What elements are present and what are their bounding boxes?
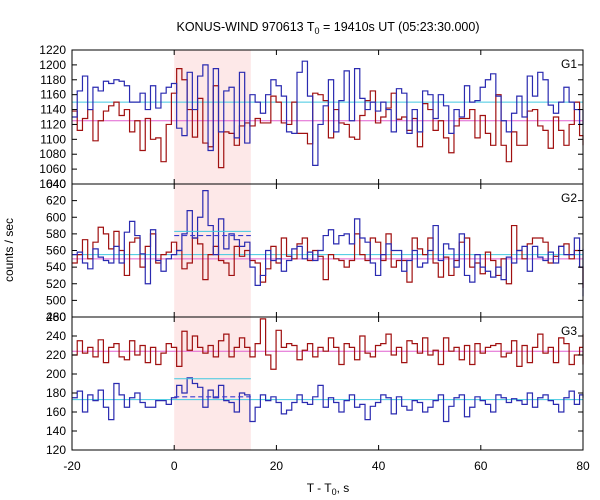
y-tick-label: 1200 bbox=[39, 58, 66, 72]
panels: 1040106010801100112011401160118012001220… bbox=[39, 43, 584, 457]
y-tick-label: 1080 bbox=[39, 147, 66, 161]
y-tick-label: 220 bbox=[46, 348, 66, 362]
x-tick-label: -20 bbox=[63, 459, 81, 473]
y-tick-label: 1180 bbox=[40, 73, 66, 87]
panel-label: G3 bbox=[561, 324, 577, 338]
y-axis-label: counts / sec bbox=[2, 218, 16, 282]
y-tick-label: 1220 bbox=[39, 43, 66, 57]
y-tick-label: 1100 bbox=[40, 132, 66, 146]
y-tick-label: 120 bbox=[46, 443, 66, 457]
series-blue-curve bbox=[72, 190, 584, 297]
y-tick-label: 600 bbox=[46, 210, 66, 224]
y-tick-label: 180 bbox=[46, 386, 66, 400]
y-tick-label: 1040 bbox=[39, 177, 66, 191]
y-tick-label: 1160 bbox=[40, 88, 66, 102]
y-tick-label: 580 bbox=[46, 227, 66, 241]
x-axis-label: T - T0, s bbox=[307, 481, 350, 497]
y-tick-label: 240 bbox=[46, 329, 66, 343]
chart-title-suffix: = 19410s UT (05:23:30.000) bbox=[320, 20, 480, 34]
y-tick-label: 500 bbox=[46, 293, 66, 307]
series-red-curve bbox=[72, 68, 584, 169]
x-tick-label: 0 bbox=[171, 459, 178, 473]
panel-g1: 1040106010801100112011401160118012001220… bbox=[39, 43, 584, 191]
y-tick-label: 480 bbox=[46, 310, 66, 324]
y-tick-label: 160 bbox=[46, 405, 66, 419]
y-tick-label: 620 bbox=[46, 194, 66, 208]
series-blue-curve bbox=[72, 60, 584, 166]
highlight-band bbox=[174, 184, 251, 317]
panel-label: G2 bbox=[561, 191, 577, 205]
chart-title-prefix: KONUS-WIND 970613 T bbox=[177, 20, 315, 34]
chart-title-subscript: 0 bbox=[315, 26, 320, 36]
x-tick-label: 40 bbox=[372, 459, 386, 473]
highlight-band bbox=[174, 317, 251, 450]
series-red-curve bbox=[72, 318, 584, 370]
panel-label: G1 bbox=[561, 57, 577, 71]
y-tick-label: 1060 bbox=[39, 162, 66, 176]
panel-g2: 480 500 520 540 560 580 600 620 640 G2 bbox=[46, 177, 584, 324]
y-tick-label: 520 bbox=[46, 277, 66, 291]
y-tick-label: 200 bbox=[46, 367, 66, 381]
y-tick-label: 1120 bbox=[40, 117, 66, 131]
panel-frame bbox=[71, 316, 584, 451]
x-tick-label: 80 bbox=[576, 459, 590, 473]
x-tick-label: 20 bbox=[270, 459, 284, 473]
series-red-curve bbox=[72, 224, 584, 288]
y-tick-label: 560 bbox=[46, 244, 66, 258]
y-tick-label: 540 bbox=[46, 260, 66, 274]
y-tick-label: 640 bbox=[46, 177, 66, 191]
x-axis-ticks: -20 0 20 40 60 80 bbox=[63, 459, 590, 473]
y-tick-label: 260 bbox=[46, 310, 66, 324]
x-axis-label-suffix: , s bbox=[337, 481, 350, 495]
y-tick-label: 1140 bbox=[40, 103, 66, 117]
panel-g3: 120 140 160 180 200 220 240 260 G3 bbox=[46, 310, 584, 457]
x-axis-label-prefix: T - T bbox=[307, 481, 333, 495]
x-axis-label-subscript: 0 bbox=[332, 487, 337, 497]
x-tick-label: 60 bbox=[474, 459, 488, 473]
series-blue-curve bbox=[72, 377, 584, 423]
y-tick-label: 140 bbox=[46, 424, 66, 438]
chart-title: KONUS-WIND 970613 T0 = 19410s UT (05:23:… bbox=[177, 20, 480, 36]
